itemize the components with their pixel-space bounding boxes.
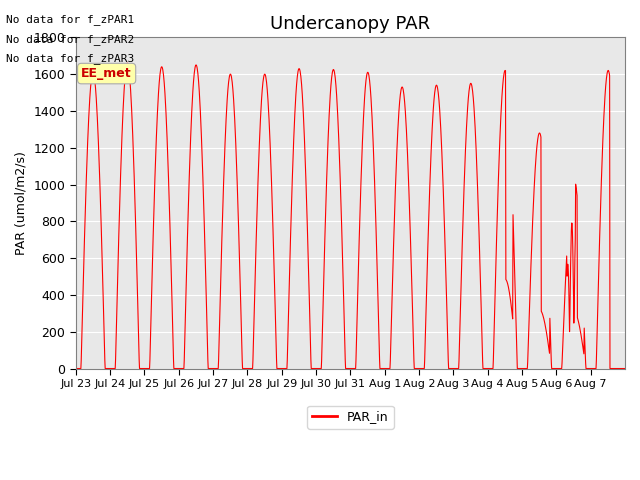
Text: No data for f_zPAR1: No data for f_zPAR1	[6, 14, 134, 25]
Text: EE_met: EE_met	[81, 67, 132, 80]
Text: No data for f_zPAR2: No data for f_zPAR2	[6, 34, 134, 45]
Text: No data for f_zPAR3: No data for f_zPAR3	[6, 53, 134, 64]
Legend: PAR_in: PAR_in	[307, 406, 394, 429]
Y-axis label: PAR (umol/m2/s): PAR (umol/m2/s)	[15, 151, 28, 255]
Title: Undercanopy PAR: Undercanopy PAR	[270, 15, 431, 33]
